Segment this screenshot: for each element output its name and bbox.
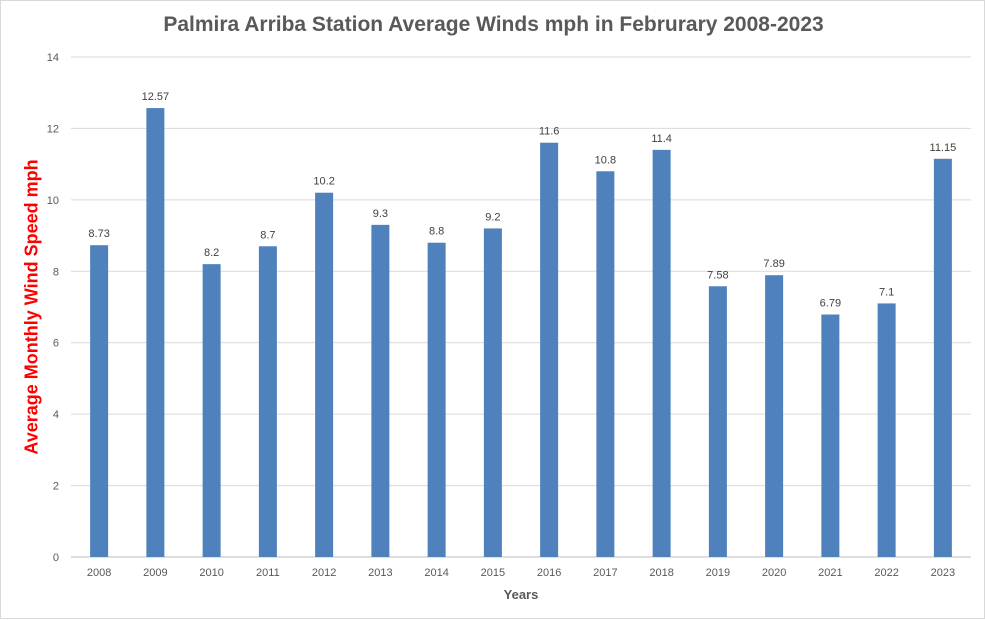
bar [427,242,446,557]
y-tick-label: 0 [53,552,59,564]
bar [877,303,896,557]
x-tick-label: 2016 [537,567,561,579]
x-tick-label: 2008 [87,567,111,579]
data-label: 9.2 [485,211,500,223]
bar [258,246,277,558]
x-tick-label: 2021 [818,567,842,579]
y-tick-label: 10 [47,195,59,207]
data-label: 9.3 [373,208,388,220]
bar [483,228,502,557]
data-label: 10.2 [313,176,334,188]
data-label: 8.2 [204,247,219,259]
x-tick-label: 2010 [199,567,223,579]
y-tick-label: 6 [53,338,59,350]
data-label: 10.8 [595,154,616,166]
bar [821,314,840,557]
x-tick-label: 2017 [593,567,617,579]
bar [540,142,559,557]
data-label: 7.58 [707,269,728,281]
x-tick-label: 2020 [762,567,786,579]
chart-title: Palmira Arriba Station Average Winds mph… [163,13,824,36]
y-tick-label: 2 [53,481,59,493]
bar [596,171,615,558]
data-label: 7.1 [879,286,894,298]
y-tick-label: 4 [53,409,59,421]
x-tick-label: 2023 [931,567,955,579]
x-axis-title: Years [503,587,539,602]
bar [90,245,109,557]
bar [765,275,784,557]
data-label: 8.8 [429,226,444,238]
data-label: 8.73 [88,228,109,240]
data-label: 11.6 [539,126,560,138]
data-label: 8.7 [260,229,275,241]
bar [146,108,165,558]
bar [652,149,671,557]
data-label: 7.89 [763,258,784,270]
data-label: 11.15 [930,142,957,154]
x-tick-label: 2013 [368,567,392,579]
x-tick-label: 2012 [312,567,336,579]
bar [933,158,952,558]
y-tick-label: 12 [47,123,59,135]
data-label: 12.57 [142,91,170,103]
bar [315,192,334,557]
bar [202,264,221,557]
bar [371,224,390,557]
data-label: 11.4 [651,133,672,145]
x-tick-label: 2022 [874,567,898,579]
data-label: 6.79 [820,298,841,310]
bar [708,286,727,557]
x-tick-label: 2018 [649,567,673,579]
y-tick-label: 8 [53,266,59,278]
x-tick-label: 2011 [256,567,280,579]
x-tick-label: 2014 [424,567,448,579]
x-tick-label: 2019 [706,567,730,579]
x-tick-label: 2009 [143,567,167,579]
y-tick-label: 14 [47,52,59,64]
x-tick-label: 2015 [481,567,505,579]
